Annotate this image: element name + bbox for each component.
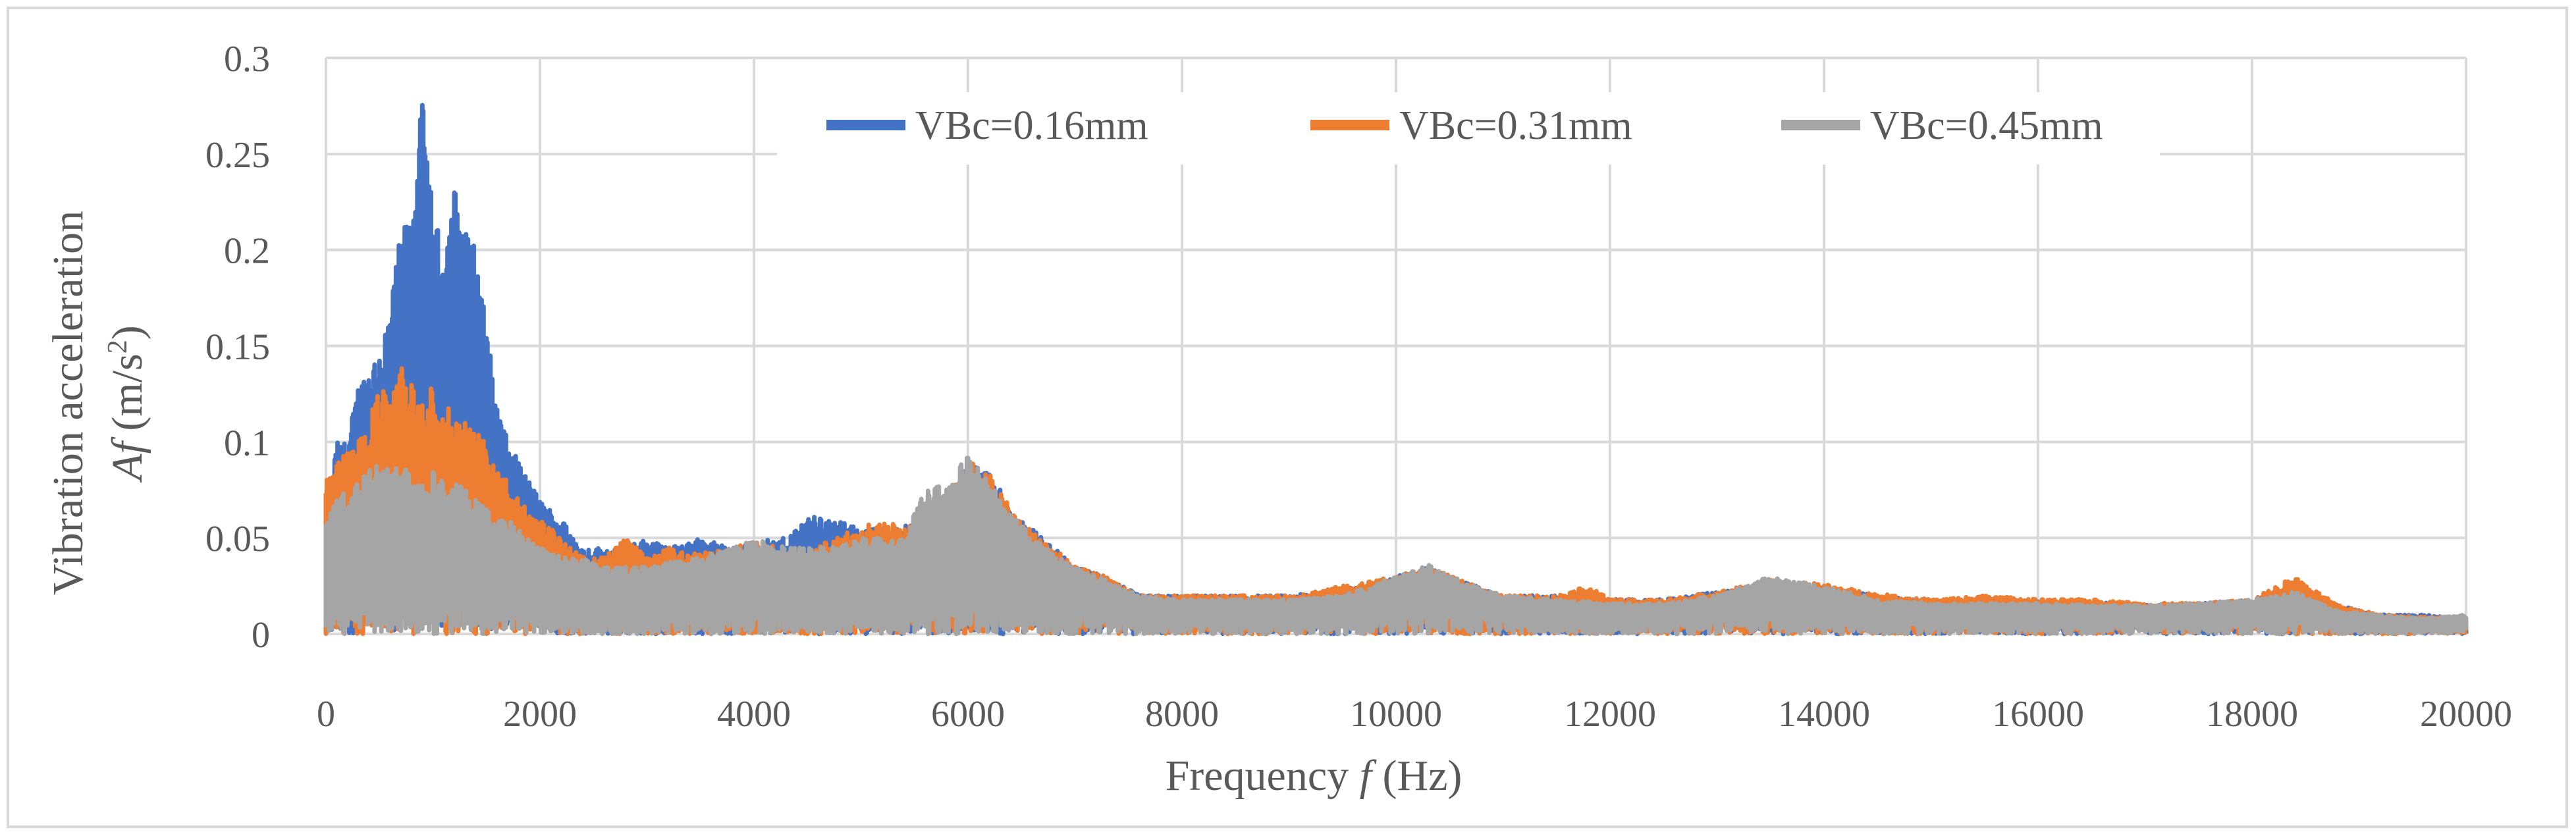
x-tick-label: 16000 [1992, 694, 2084, 735]
x-tick-label: 14000 [1778, 694, 1870, 735]
x-tick-label: 18000 [2206, 694, 2298, 735]
y-tick-label: 0.1 [224, 423, 270, 463]
legend-label-0: VBc=0.16mm [915, 103, 1148, 148]
x-tick-label: 4000 [717, 694, 791, 735]
legend-label-2: VBc=0.45mm [1870, 103, 2103, 148]
y-tick-label: 0 [252, 615, 270, 656]
x-tick-label: 8000 [1145, 694, 1219, 735]
y-axis-title-close: ) [103, 325, 151, 340]
y-axis-title-sup: 2 [103, 340, 133, 353]
legend: VBc=0.16mm VBc=0.31mm VBc=0.45mm [777, 92, 2160, 165]
x-axis-title-suffix: (Hz) [1372, 752, 1462, 800]
y-tick-label: 0.25 [205, 135, 270, 176]
y-tick-label: 0.15 [205, 327, 270, 368]
y-axis-title-unit: (m/s [103, 353, 151, 442]
x-axis-title-prefix: Frequency [1166, 752, 1360, 800]
y-axis-title-line2: Af (m/s2) [103, 325, 151, 483]
x-tick-label: 10000 [1350, 694, 1442, 735]
y-tick-labels: 0 0.05 0.1 0.15 0.2 0.25 0.3 [205, 39, 270, 656]
x-axis-title: Frequency f (Hz) [1166, 752, 1462, 800]
x-tick-label: 0 [317, 694, 335, 735]
x-tick-label: 12000 [1564, 694, 1656, 735]
x-tick-label: 20000 [2420, 694, 2512, 735]
series-line-2 [323, 456, 2469, 637]
y-tick-label: 0.05 [205, 519, 270, 560]
y-tick-label: 0.3 [224, 39, 270, 80]
x-tick-labels: 0 2000 4000 6000 8000 10000 12000 14000 16000 180… [317, 694, 2512, 735]
x-tick-label: 2000 [503, 694, 577, 735]
y-axis-title: Vibration acceleration Af (m/s2) [44, 211, 151, 595]
y-tick-label: 0.2 [224, 231, 270, 272]
legend-background [777, 92, 2160, 165]
y-axis-title-symbol: Af [103, 436, 151, 483]
legend-label-1: VBc=0.31mm [1399, 103, 1632, 148]
series-layer [323, 103, 2469, 637]
y-axis-title-line1: Vibration acceleration [44, 211, 92, 595]
x-tick-label: 6000 [931, 694, 1005, 735]
